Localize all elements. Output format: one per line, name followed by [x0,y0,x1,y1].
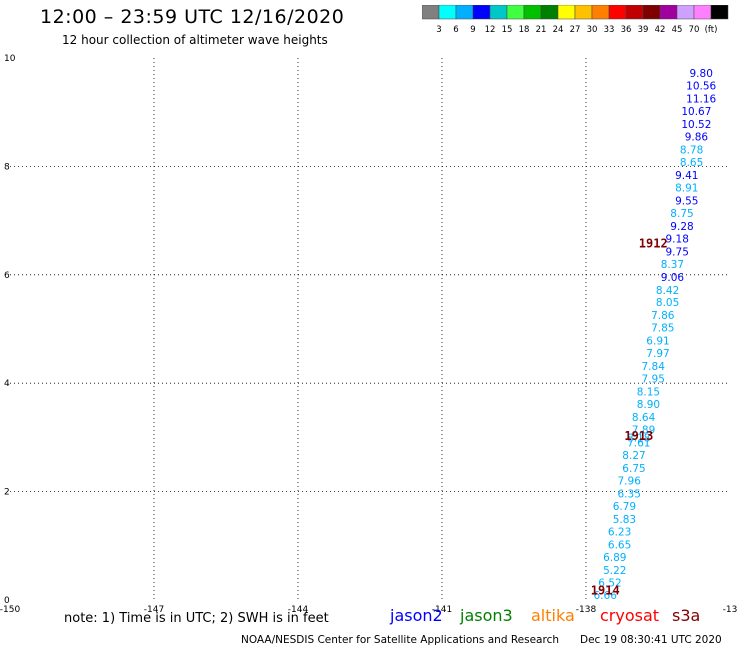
wave-height-point: 9.86 [685,131,709,143]
legend-tick-label: (ft) [705,25,718,35]
satellite-label-jason3: jason3 [460,606,513,625]
legend-swatch [710,5,729,20]
legend-tick-label: 3 [436,25,441,35]
wave-height-point: 8.37 [661,259,684,271]
wave-height-point: 6.65 [608,540,631,552]
wave-height-point: 8.27 [622,450,645,462]
wave-height-point: 7.96 [618,476,642,488]
x-tick-label: -13 [723,605,738,615]
y-tick-label: 10 [4,54,16,64]
wave-height-point: 6.89 [603,552,626,564]
wave-height-point: 10.67 [681,106,711,118]
wave-height-point: 7.97 [646,348,669,360]
wave-height-point: 11.16 [686,93,716,105]
legend-tick-label: 6 [453,25,458,35]
units-note: note: 1) Time is in UTC; 2) SWH is in fe… [64,611,329,626]
wave-height-point: 7.85 [651,323,674,335]
wave-height-point: 5.83 [613,514,636,526]
wave-height-point: 8.05 [656,297,679,309]
wave-height-point: 7.89 [632,425,655,437]
legend-tick-label: 12 [485,25,496,35]
wave-height-point: 6.75 [622,463,645,475]
wave-height-point: 8.91 [675,182,698,194]
wave-height-point: 10.52 [681,119,711,131]
footer-credit: NOAA/NESDIS Center for Satellite Applica… [241,634,559,646]
wave-height-point: 8.42 [656,285,679,297]
wave-height-point: 8.64 [632,412,656,424]
legend-tick-label: 21 [536,25,547,35]
legend-tick-label: 45 [672,25,683,35]
legend-tick-label: 36 [621,25,632,35]
legend-tick-label: 24 [553,25,564,35]
wave-height-point: 5.22 [603,565,626,577]
wave-height-point: 6.52 [598,577,621,589]
wave-height-point: 9.80 [690,68,713,80]
wave-height-point: 10.56 [686,80,716,92]
wave-height-point: 8.75 [670,208,693,220]
wave-height-point: 6.35 [618,489,641,501]
wave-height-point: 9.18 [666,233,689,245]
wave-height-point: 9.41 [675,170,698,182]
y-tick-label: 6 [4,271,10,281]
wave-height-point: 8.78 [680,144,703,156]
wave-height-point: 8.65 [680,157,703,169]
wave-height-point: 9.28 [670,221,693,233]
wave-height-point: 6.79 [613,501,636,513]
y-tick-label: 4 [4,379,10,389]
color-scale-legend: 3 6 9 12 15 18 21 24 27 30 33 36 39 42 45 70 (ft) [422,5,729,35]
pass-number-label: 1912 [639,237,668,251]
legend-tick-label: 18 [519,25,530,35]
legend-tick-label: 15 [502,25,513,35]
legend-tick-label: 9 [470,25,475,35]
y-tick-label: 2 [4,488,10,498]
y-tick-label: 0 [4,596,10,606]
wave-height-point: 9.55 [675,195,698,207]
satellite-label-altika: altika [531,606,575,625]
y-tick-label: 8 [4,162,10,172]
chart-title: 12:00 – 23:59 UTC 12/16/2020 [40,6,345,28]
wave-height-point: 9.75 [666,246,689,258]
satellite-label-jason2: jason2 [390,606,443,625]
wave-height-point: 6.91 [646,336,669,348]
wave-height-point: 9.06 [661,272,685,284]
legend-tick-label: 39 [638,25,649,35]
legend-tick-label: 33 [604,25,615,35]
satellite-label-cryosat: cryosat [600,606,660,625]
satellite-label-s3a: s3a [672,606,701,625]
wave-height-point: 6.66 [594,590,618,602]
legend-tick-label: 42 [655,25,666,35]
wave-height-point: 6.23 [608,527,631,539]
legend-tick-label: 27 [570,25,581,35]
x-tick-label: -138 [576,605,597,615]
wave-height-point: 7.95 [642,374,665,386]
x-tick-label: -150 [0,605,20,615]
wave-height-point: 8.90 [637,399,660,411]
legend-tick-label: 70 [689,25,700,35]
wave-height-point: 7.61 [627,438,650,450]
footer-timestamp: Dec 19 08:30:41 UTC 2020 [580,634,722,646]
wave-height-point: 8.18 [627,433,650,445]
pass-number-label: 1914 [591,584,620,598]
chart-subtitle: 12 hour collection of altimeter wave hei… [62,33,328,47]
wave-height-point: 7.84 [642,361,666,373]
legend-tick-label: 30 [587,25,598,35]
pass-number-label: 1913 [624,429,653,443]
x-tick-label: -144 [288,605,309,615]
x-tick-label: -147 [144,605,164,615]
x-tick-label: -141 [432,605,452,615]
wave-height-point: 8.15 [637,387,660,399]
wave-height-point: 7.86 [651,310,675,322]
